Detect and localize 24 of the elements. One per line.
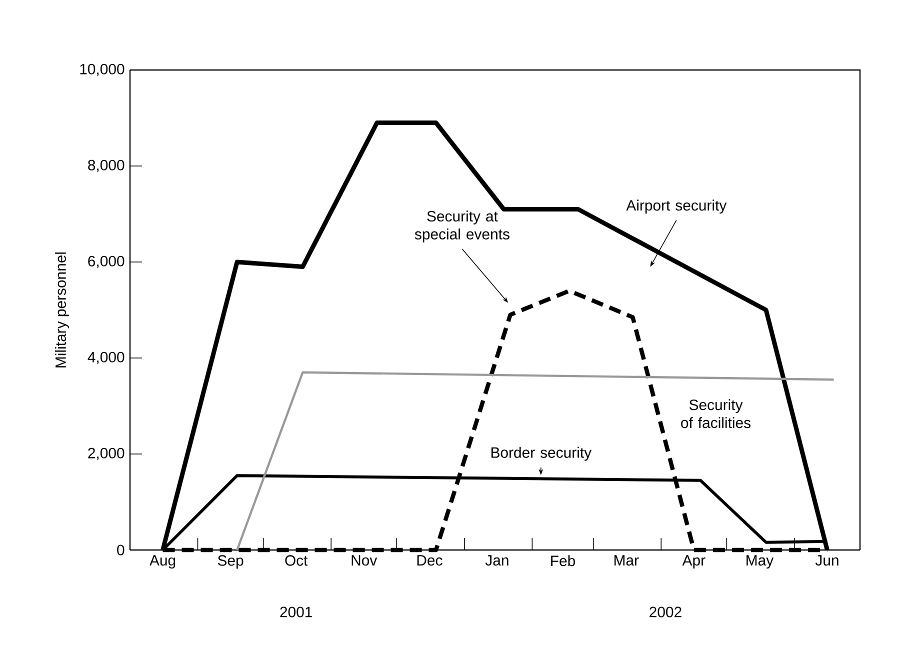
x-tick-label: Sep: [218, 555, 244, 569]
x-tick-label: Feb: [551, 555, 576, 566]
text: Security at special events: [414, 210, 510, 242]
x-tick-label: Mar: [614, 555, 639, 566]
y-tick-label: 4,000: [88, 352, 124, 364]
x-tick-label: Oct: [285, 555, 308, 566]
series-label: Security of facilities: [681, 399, 750, 428]
y-tick-label: 10,000: [80, 64, 124, 76]
y-tick-label: 8,000: [88, 160, 124, 172]
series-label: Border security: [491, 446, 592, 461]
x-tick-label: Jan: [485, 555, 508, 566]
y-tick-label: 2,000: [88, 448, 124, 460]
x-tick-label: Jun: [815, 555, 838, 566]
x-tick-label: Apr: [682, 555, 706, 569]
x-tick-label: May: [746, 555, 774, 569]
text: 2002: [650, 606, 682, 618]
y-tick-label: 6,000: [88, 256, 124, 268]
y-axis-title: Military personnel: [55, 252, 69, 368]
text: 2001: [280, 606, 312, 618]
series-label: Airport security: [626, 200, 727, 214]
x-tick-label: Aug: [150, 555, 176, 569]
x-tick-label: Nov: [352, 555, 378, 566]
x-tick-label: Dec: [417, 555, 442, 566]
y-tick-label: 0: [117, 544, 124, 556]
